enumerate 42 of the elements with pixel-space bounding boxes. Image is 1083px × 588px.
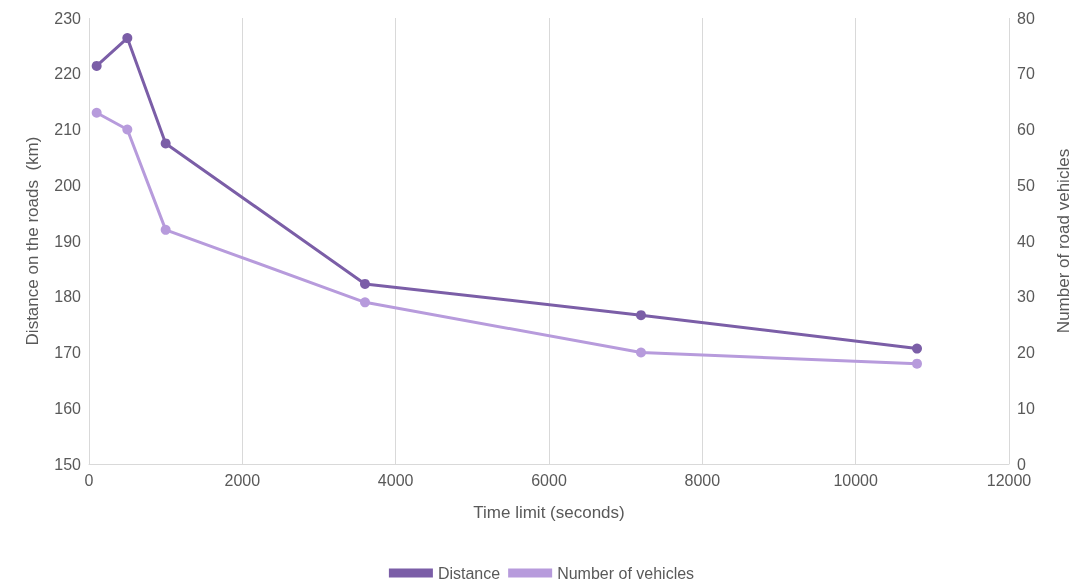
y-tick-label: 150 (54, 455, 82, 473)
point (636, 310, 646, 321)
y2-tick-label: 30 (1017, 288, 1035, 306)
point (360, 297, 370, 308)
point (160, 224, 171, 235)
x-axis-title: Time limit (seconds) (473, 503, 625, 522)
x-tick-label: 12000 (986, 471, 1032, 489)
x-tick-label: 4000 (377, 471, 414, 489)
x-tick-label: 0 (84, 471, 94, 489)
legend-label: Number of vehicles (557, 564, 695, 582)
y2-tick-label: 50 (1017, 176, 1035, 194)
y-tick-label: 190 (54, 232, 82, 250)
point (636, 347, 646, 358)
point (912, 343, 922, 354)
y2-tick-label: 70 (1017, 65, 1035, 83)
y-tick-label: 210 (54, 121, 82, 138)
point (122, 124, 133, 135)
x-tick-label: 2000 (224, 471, 261, 489)
point (91, 107, 102, 118)
point (122, 33, 133, 44)
y-axis-title: Distance on the roads (km) (23, 136, 42, 346)
y2-tick-label: 60 (1017, 121, 1035, 138)
y-tick-label: 230 (54, 9, 82, 27)
y2-tick-label: 40 (1017, 232, 1035, 250)
y2-tick-label: 20 (1017, 344, 1035, 361)
point (912, 358, 922, 369)
y2-tick-label: 80 (1017, 9, 1035, 27)
point (360, 278, 370, 289)
legend-label: Distance (437, 564, 501, 582)
point (91, 60, 102, 71)
y-tick-label: 170 (54, 344, 82, 361)
x-tick-label: 6000 (531, 471, 567, 489)
y2-tick-label: 0 (1017, 455, 1026, 473)
x-tick-label: 8000 (684, 471, 721, 489)
y-tick-label: 160 (54, 399, 82, 417)
y-tick-label: 220 (54, 65, 82, 83)
y-tick-label: 180 (54, 288, 82, 306)
point (160, 138, 171, 149)
y-tick-label: 200 (54, 176, 82, 194)
x-tick-label: 10000 (833, 471, 879, 489)
y2-tick-label: 10 (1017, 399, 1035, 417)
y2-axis-title: Number of road vehicles (1054, 148, 1073, 334)
